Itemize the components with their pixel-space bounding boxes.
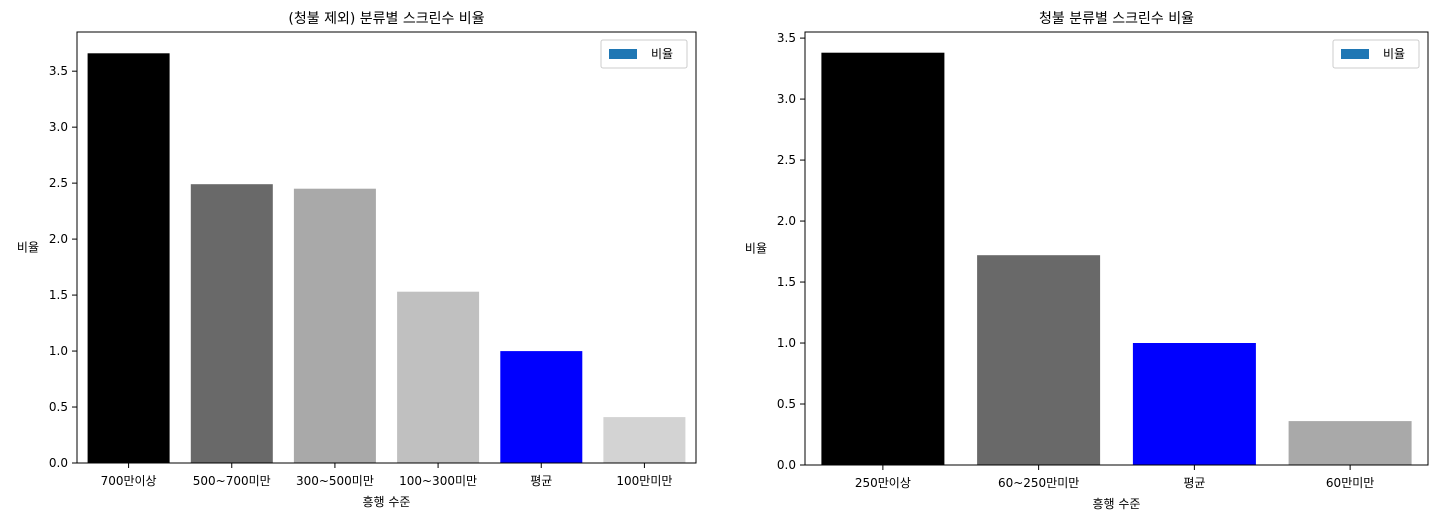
legend-swatch [609, 49, 637, 59]
chart-right: 0.0 0.5 1.0 1.5 2.0 2.5 3.0 3.5 250만이상 60~250만미만 평… [745, 11, 1429, 511]
y-tick-label: 1.0 [777, 336, 796, 350]
x-axis-title: 흥행 수준 [363, 494, 411, 509]
legend-label: 비율 [1383, 47, 1405, 61]
legend-swatch [1341, 49, 1369, 59]
bar-4 [1288, 421, 1412, 465]
plot-frame [804, 31, 1429, 466]
chart-title: 청불 분류별 스크린수 비율 [1039, 11, 1194, 27]
y-tick-label: 0.0 [777, 458, 796, 472]
y-tick-label: 3.0 [49, 120, 68, 134]
x-tick-label: 100만미만 [616, 474, 672, 488]
x-tick-label: 700만이상 [101, 474, 157, 488]
bar-1 [87, 53, 170, 464]
legend-frame [600, 39, 688, 69]
y-tick-label: 0.5 [777, 397, 796, 411]
y-tick-label: 2.0 [777, 214, 796, 228]
y-tick-label: 0.0 [49, 456, 68, 470]
bar-6 [603, 417, 686, 463]
legend: 비율 [600, 39, 688, 69]
bar-1 [821, 52, 945, 465]
y-tick-label: 1.5 [49, 288, 68, 302]
y-tick-label: 3.5 [49, 64, 68, 78]
y-tick-label: 2.5 [777, 153, 796, 167]
bar-2 [190, 184, 273, 463]
legend-label: 비율 [651, 47, 673, 61]
y-tick-label: 3.0 [777, 92, 796, 106]
x-axis-title: 흥행 수준 [1093, 496, 1141, 511]
bar-3 [1132, 343, 1256, 465]
plot-frame [76, 31, 697, 464]
legend-frame [1332, 39, 1420, 69]
x-tick-label: 평균 [530, 474, 552, 488]
bar-2 [977, 255, 1101, 465]
x-tick-label: 500~700미만 [193, 474, 271, 488]
bar-3 [293, 188, 376, 463]
x-tick-label: 300~500미만 [296, 474, 374, 488]
y-axis-title: 비율 [17, 241, 39, 255]
x-tick-label: 60만미만 [1326, 476, 1374, 490]
chart-title: (청불 제외) 분류별 스크린수 비율 [288, 11, 484, 27]
x-tick-label: 평균 [1183, 476, 1205, 490]
y-tick-label: 2.0 [49, 232, 68, 246]
x-tick-label: 100~300미만 [399, 474, 477, 488]
x-tick-label: 250만이상 [855, 476, 911, 490]
chart-left: 0.0 0.5 1.0 1.5 2.0 2.5 3.0 3.5 700만이상 500~700미만 3… [17, 11, 697, 509]
y-axis-title: 비율 [745, 242, 767, 256]
y-tick-label: 1.5 [777, 275, 796, 289]
y-tick-label: 1.0 [49, 344, 68, 358]
y-tick-label: 3.5 [777, 31, 796, 45]
y-tick-label: 0.5 [49, 400, 68, 414]
legend: 비율 [1332, 39, 1420, 69]
y-tick-label: 2.5 [49, 176, 68, 190]
x-tick-label: 60~250만미만 [998, 476, 1079, 490]
bar-4 [397, 291, 480, 463]
bar-5 [500, 351, 583, 463]
